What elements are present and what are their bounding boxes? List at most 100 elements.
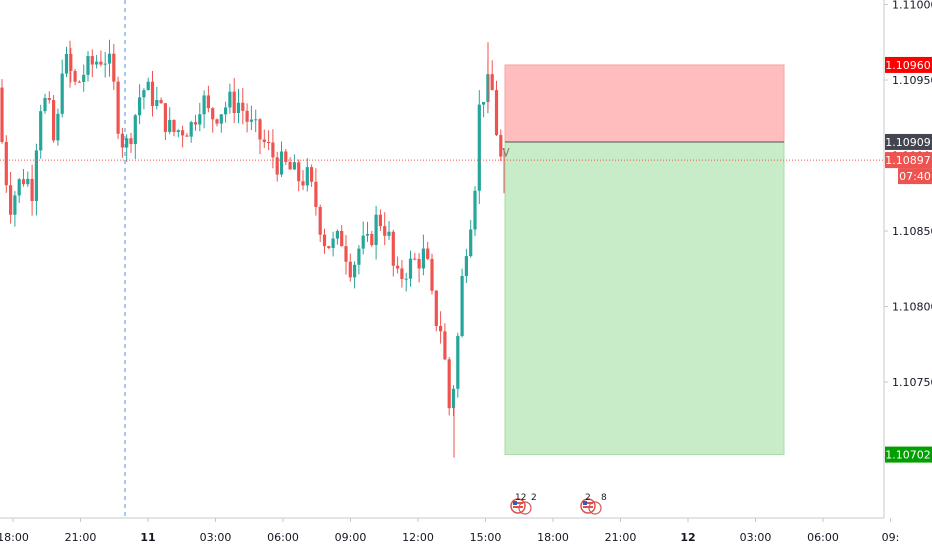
candle-body — [473, 190, 477, 230]
candle — [17, 178, 21, 203]
candle-body — [56, 113, 60, 141]
candle — [460, 268, 464, 338]
candle — [69, 47, 73, 83]
candle-body — [340, 230, 344, 247]
countdown-label-bg — [898, 168, 932, 185]
candle — [400, 260, 404, 288]
us-flag-stripe — [513, 506, 523, 508]
candle-body — [378, 214, 382, 227]
candle — [353, 261, 357, 289]
candle — [193, 114, 198, 131]
us-flag-canton — [513, 501, 517, 505]
candle — [103, 52, 107, 78]
candle — [125, 134, 129, 162]
candle — [146, 77, 150, 91]
candle — [310, 164, 314, 187]
candle — [129, 132, 133, 153]
candle-body — [95, 61, 99, 65]
candle-body — [181, 130, 185, 136]
candle — [391, 229, 395, 277]
candle-body — [176, 130, 180, 133]
candle-body — [451, 388, 456, 409]
candle — [181, 125, 185, 148]
event-count: 2 — [585, 493, 591, 503]
candle — [331, 231, 335, 257]
candle-body — [374, 214, 378, 246]
candle-body — [490, 74, 494, 91]
candle-body — [47, 98, 51, 101]
candle — [426, 241, 430, 261]
candle-body — [99, 61, 103, 65]
time-axis[interactable]: 18:00 21:00 11 03:00 06:00 09:00 12:00 15:00 18:… — [0, 517, 899, 544]
candle-body — [353, 264, 357, 278]
candle — [482, 101, 486, 118]
candle — [499, 129, 503, 162]
us-flag-stripe — [583, 502, 593, 504]
candle — [417, 253, 421, 283]
candle — [112, 44, 116, 90]
candle — [86, 51, 90, 82]
candle — [305, 158, 309, 192]
candle-body — [64, 53, 69, 74]
economic-events[interactable]: 12 2 2 8 — [510, 493, 607, 515]
time-tick-label: 12 — [680, 531, 695, 544]
price-axis[interactable]: 1.110001.109501.109001.108501.108001.107… — [883, 0, 932, 518]
candle-body — [310, 167, 314, 182]
candle-body — [279, 151, 284, 175]
candle — [107, 39, 112, 77]
candle — [361, 221, 365, 255]
candle-body — [241, 102, 245, 111]
candle — [477, 90, 481, 204]
candle-body — [142, 90, 146, 98]
candle — [155, 86, 159, 110]
candle-body — [69, 53, 73, 71]
reward-zone[interactable] — [504, 141, 785, 456]
candle — [73, 68, 77, 86]
candle-body — [439, 325, 443, 332]
candle-body — [4, 141, 8, 186]
candle — [297, 159, 301, 192]
candle-body — [284, 151, 288, 162]
event-count: 12 — [515, 493, 526, 503]
risk-zone[interactable] — [504, 64, 785, 143]
candle-body — [189, 122, 193, 137]
candle-body — [314, 181, 318, 207]
candle — [314, 168, 318, 216]
candle — [56, 108, 60, 146]
candle — [90, 49, 94, 78]
candle-body — [0, 87, 4, 142]
candle — [322, 228, 327, 254]
candle-body — [116, 81, 120, 134]
candle-body — [236, 102, 241, 114]
candle — [116, 76, 120, 140]
candle — [228, 83, 232, 114]
candle — [378, 209, 382, 231]
time-tick-label: 15:00 — [470, 531, 502, 544]
us-flag-canton — [583, 501, 587, 505]
candle — [9, 171, 13, 224]
candle-body — [107, 53, 112, 64]
event-marker[interactable]: 12 2 — [510, 493, 537, 515]
candlestick-series — [0, 39, 505, 458]
candle — [430, 253, 434, 295]
candle-body — [447, 359, 451, 409]
cursor-arrow-icon — [502, 147, 510, 158]
candle — [236, 89, 241, 124]
event-extra: 2 — [531, 493, 537, 503]
candle-body — [499, 135, 503, 157]
candle-body — [52, 100, 56, 141]
candle-body — [34, 150, 38, 202]
position-zones[interactable] — [504, 64, 785, 456]
take-profit-price-label-bg — [885, 446, 932, 463]
candle — [318, 204, 322, 243]
candle — [408, 250, 413, 287]
time-tick-label: 03:00 — [740, 531, 772, 544]
candle-body — [331, 238, 335, 249]
candle-body — [387, 231, 391, 236]
candle-body — [120, 133, 124, 148]
time-tick-label: 06:00 — [267, 531, 299, 544]
time-tick-label: 21:00 — [65, 531, 97, 544]
